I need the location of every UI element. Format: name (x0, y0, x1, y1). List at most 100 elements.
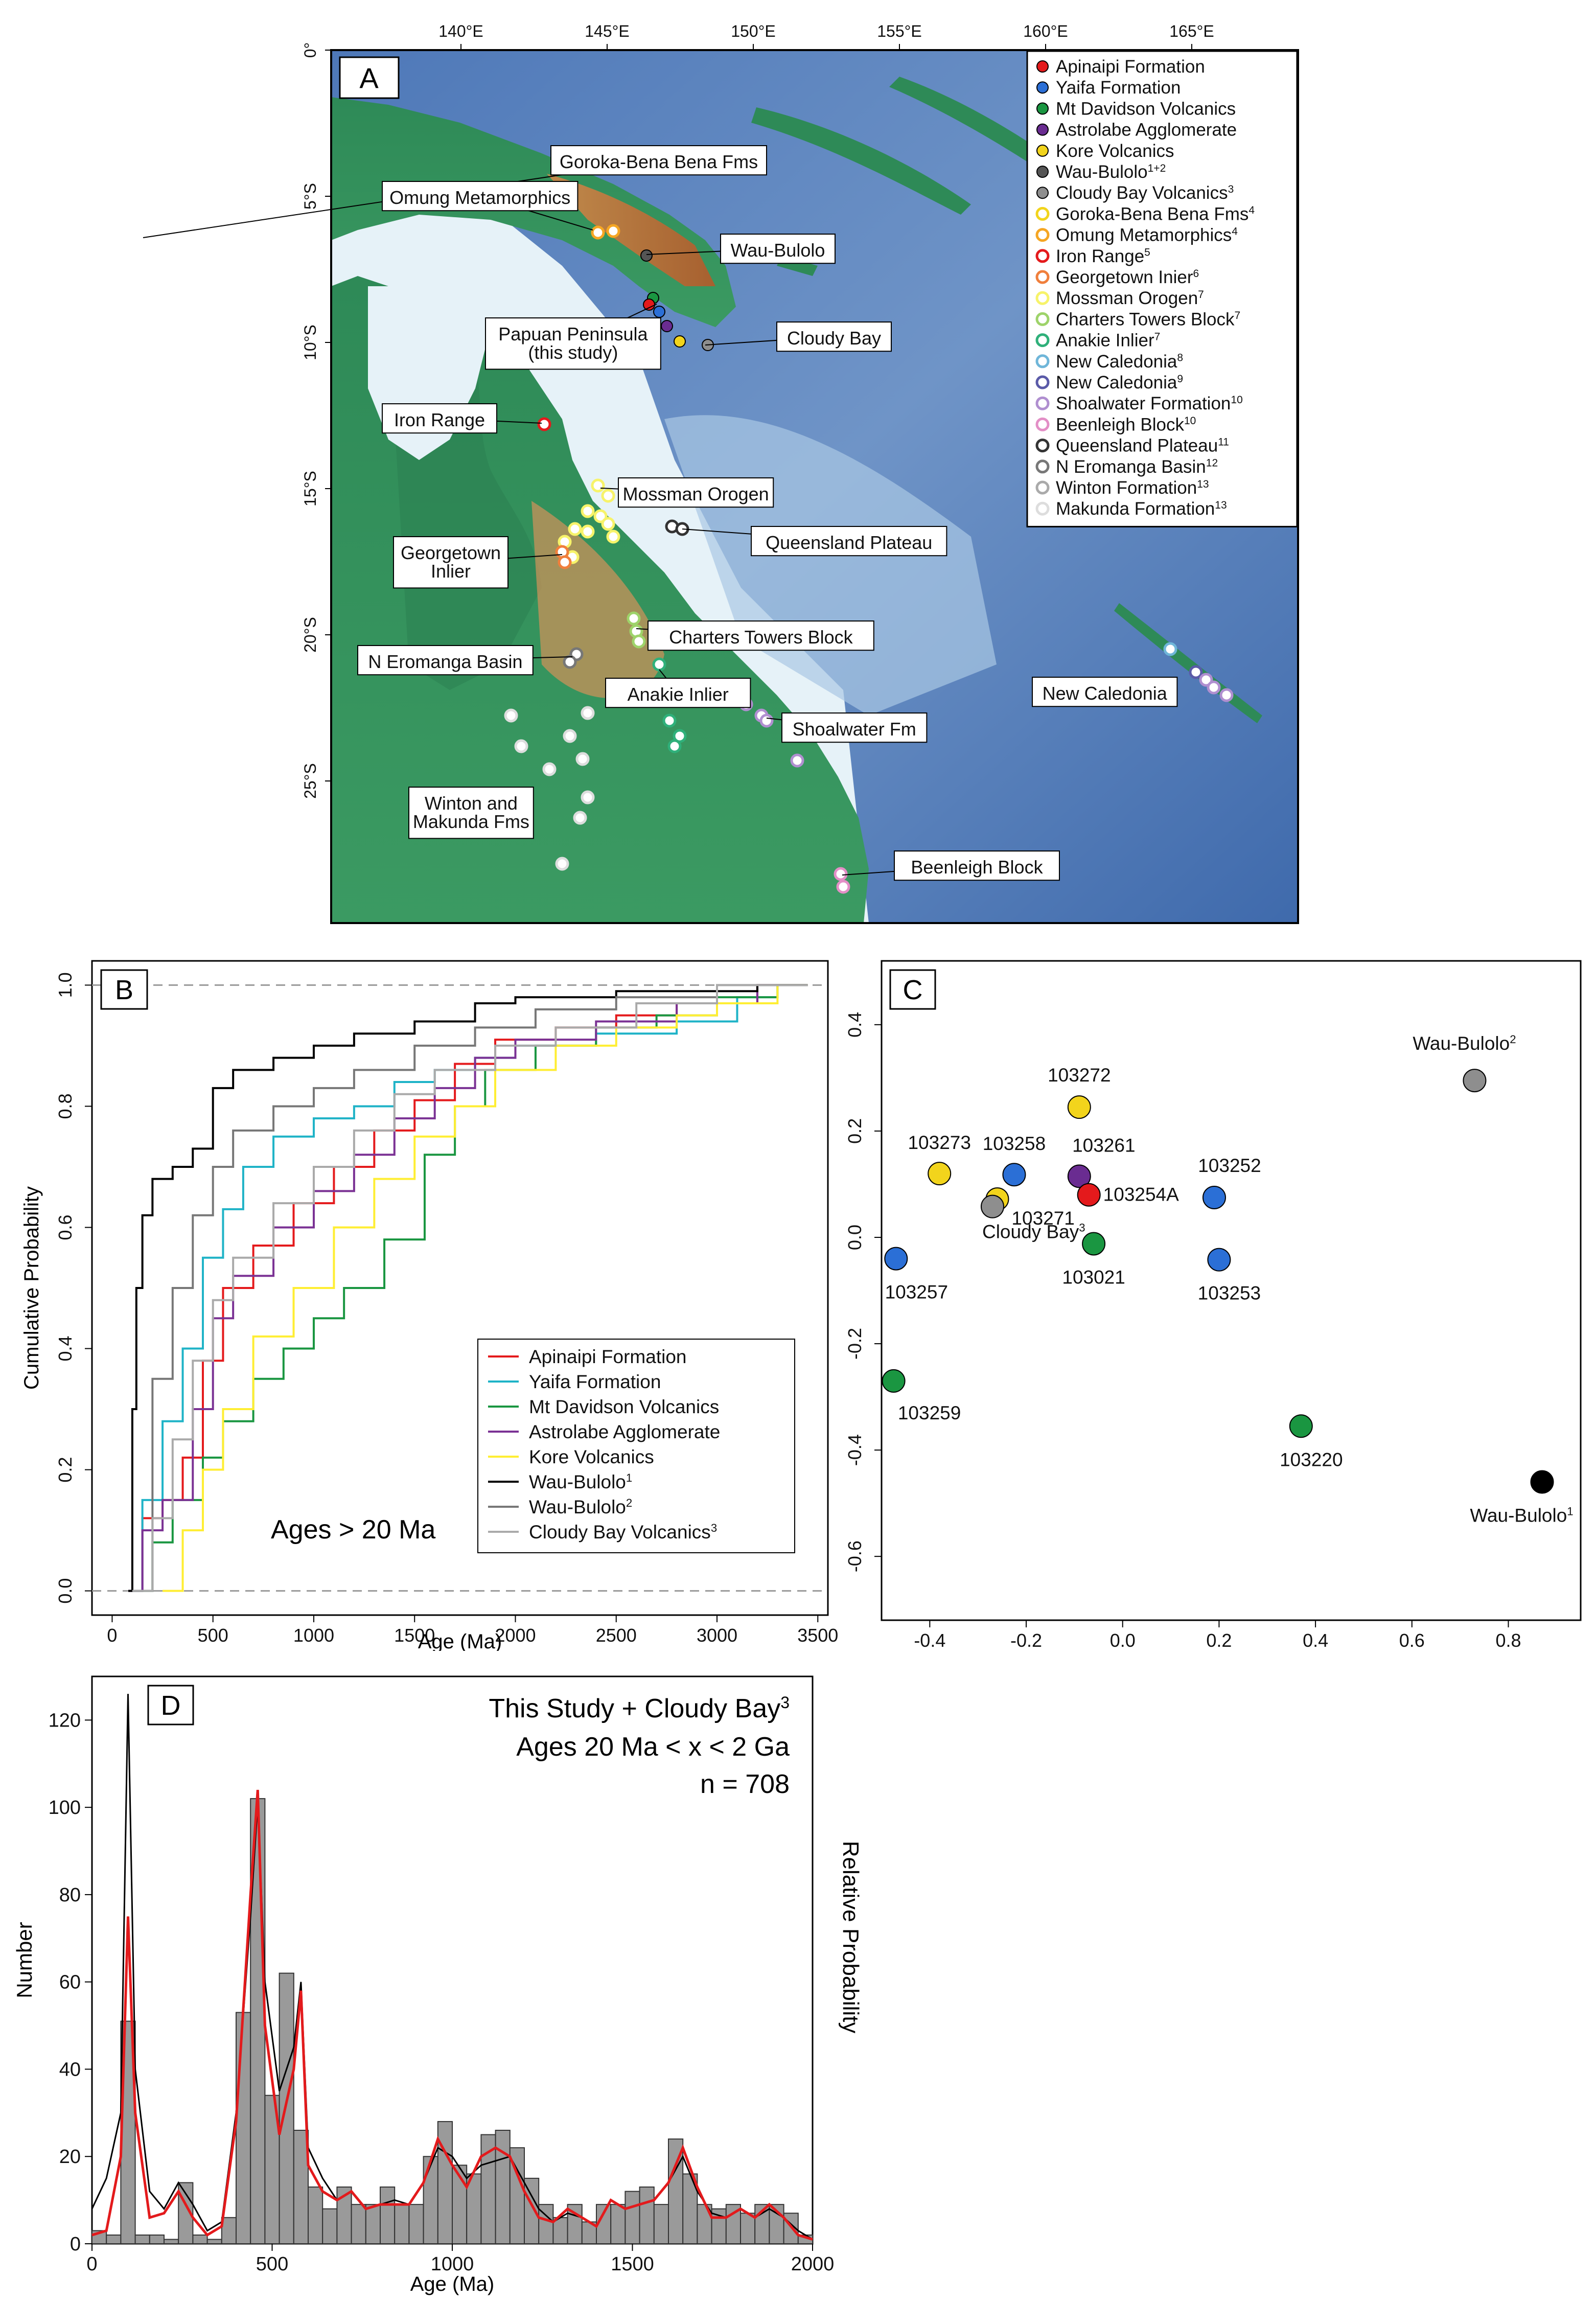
map-legend-label: Omung Metamorphics4 (1056, 225, 1238, 245)
map-sites (504, 224, 1234, 894)
panel-a-map: 140°E 145°E 150°E 155°E 160°E 165°E 0° 5°S 10°S 1… (0, 0, 1596, 935)
hist-bar (423, 2156, 438, 2244)
lon-tick-label: 160°E (1023, 22, 1068, 40)
map-legend-marker (1035, 480, 1050, 495)
map-legend-label: Cloudy Bay Volcanics3 (1056, 183, 1234, 203)
cdf-legend-label: Cloudy Bay Volcanics3 (529, 1522, 717, 1543)
map-label-text: N Eromanga Basin (368, 651, 522, 672)
map-site-marker (674, 335, 686, 348)
cdf-y-tick-label: 0.0 (55, 1578, 76, 1604)
hist-bar (509, 2147, 525, 2245)
map-label-box (605, 678, 751, 708)
map-legend-label: Beenleigh Block10 (1056, 415, 1196, 434)
map-label-box (357, 645, 534, 676)
hist-bar (394, 2204, 410, 2244)
cdf-x-tick-label: 2500 (596, 1625, 637, 1646)
hist-bar (495, 2130, 511, 2244)
map-label-box (382, 403, 497, 434)
map-legend-marker (1035, 459, 1050, 474)
map-label: Papuan Peninsula(this study) (485, 304, 661, 370)
mds-point-label: 103021 (1062, 1267, 1125, 1287)
map-site-marker (652, 657, 666, 672)
mds-point (882, 1369, 906, 1393)
mds-point-label: 103254A (1103, 1184, 1179, 1205)
hist-bar (408, 2204, 424, 2244)
map-legend-marker (1035, 501, 1050, 516)
map-site-marker (606, 530, 620, 544)
cdf-x-tick-label: 2000 (495, 1625, 536, 1646)
cdf-series-line (128, 984, 808, 1592)
hist-title-line-1: This Study + Cloudy Bay3 (489, 1693, 790, 1723)
panel-b-cdf: 0 500 1000 1500 2000 2500 3000 3500 0.0 0.2 0.4 0.6… (0, 951, 838, 1653)
map-legend-marker (1036, 123, 1049, 136)
hist-bar (206, 2239, 222, 2245)
map-legend-label: N Eromanga Basin12 (1056, 457, 1218, 477)
mds-y-tick-label: 0.4 (844, 1012, 865, 1038)
map-frame (330, 49, 1299, 924)
map-site-marker (558, 555, 572, 569)
cdf-legend-label: Wau-Bulolo2 (529, 1497, 632, 1517)
map-site-marker (563, 729, 577, 743)
lat-tick-label: 15°S (301, 471, 319, 507)
map-site-marker (555, 857, 569, 871)
map-site-marker (1189, 665, 1203, 679)
map-site-marker (640, 249, 653, 262)
hist-bar (351, 2204, 366, 2244)
map-label-box (1032, 677, 1178, 707)
map-legend-label: Mt Davidson Volcanics (1056, 99, 1236, 119)
map-label-text: Charters Towers Block (669, 627, 853, 648)
lat-tick-label: 25°S (301, 763, 319, 799)
hist-bar (293, 2130, 309, 2244)
panel-a-letter-box: A (339, 56, 400, 99)
map-legend-label: Mossman Orogen7 (1056, 288, 1204, 308)
map-graticule: 140°E 145°E 150°E 155°E 160°E 165°E 0° 5°S 10°S 1… (301, 22, 1214, 799)
panel-d-histogram: 0 500 1000 1500 2000 0 20 40 60 80 100 120 D This S… (0, 1661, 879, 2298)
map-label-text: Omung Metamorphics (389, 187, 570, 208)
cdf-series-line (128, 984, 808, 1592)
mds-y-tick-label: -0.6 (844, 1540, 865, 1572)
panel-b-letter: B (115, 975, 133, 1005)
map-label-text: Inlier (431, 561, 471, 582)
lon-tick-label: 165°E (1169, 22, 1214, 40)
map-site-marker (632, 634, 646, 649)
map-label-text: Shoalwater Fm (793, 719, 916, 740)
mds-x-tick-label: 0.2 (1206, 1630, 1232, 1651)
mds-point-label: Cloudy Bay3 (982, 1222, 1085, 1242)
mds-y-tick-label: -0.4 (844, 1434, 865, 1466)
cdf-series-line (132, 984, 808, 1592)
cdf-series-line (132, 984, 808, 1592)
hist-curve (91, 1789, 813, 2241)
mds-point-label: 103261 (1072, 1135, 1135, 1156)
mds-point-label: 103220 (1280, 1449, 1343, 1470)
mds-point (1067, 1164, 1091, 1188)
lon-tick-label: 145°E (585, 22, 630, 40)
map-label-text: Anakie Inlier (628, 684, 729, 705)
cdf-legend-label: Apinaipi Formation (529, 1346, 686, 1367)
map-legend-label: Astrolabe Agglomerate (1056, 120, 1237, 140)
cdf-legend-label: Yaifa Formation (529, 1371, 661, 1392)
map-label: Charters Towers Block (636, 620, 874, 651)
mds-point-label: 103259 (898, 1402, 961, 1423)
map-label-box (647, 620, 874, 651)
map-legend-marker (1035, 417, 1050, 431)
mds-point-label: Wau-Bulolo1 (1470, 1505, 1573, 1526)
mds-point (1289, 1414, 1313, 1438)
map-label-box (776, 321, 892, 352)
map-legend-label: New Caledonia9 (1056, 373, 1183, 393)
map-site-marker (542, 762, 557, 776)
panel-d-letter-box: D (147, 1685, 194, 1725)
map-site-marker (581, 706, 595, 720)
hist-bar (308, 2187, 323, 2244)
mds-x-tick-label: -0.2 (1010, 1630, 1042, 1651)
cdf-y-tick-label: 1.0 (55, 972, 76, 998)
hist-bar (221, 2217, 237, 2245)
mds-x-tick-label: 0.0 (1110, 1630, 1136, 1651)
hist-title-block: This Study + Cloudy Bay3 Ages 20 Ma < x … (489, 1693, 790, 1799)
map-site-marker (591, 478, 605, 493)
map-site-marker (601, 517, 615, 531)
hist-y-tick-label: 100 (49, 1797, 81, 1819)
map-label: Mossman Orogen (600, 477, 774, 508)
map-site-marker (575, 752, 590, 766)
lat-tick-label: 0° (301, 42, 319, 58)
mds-point-label: 103258 (983, 1133, 1046, 1154)
